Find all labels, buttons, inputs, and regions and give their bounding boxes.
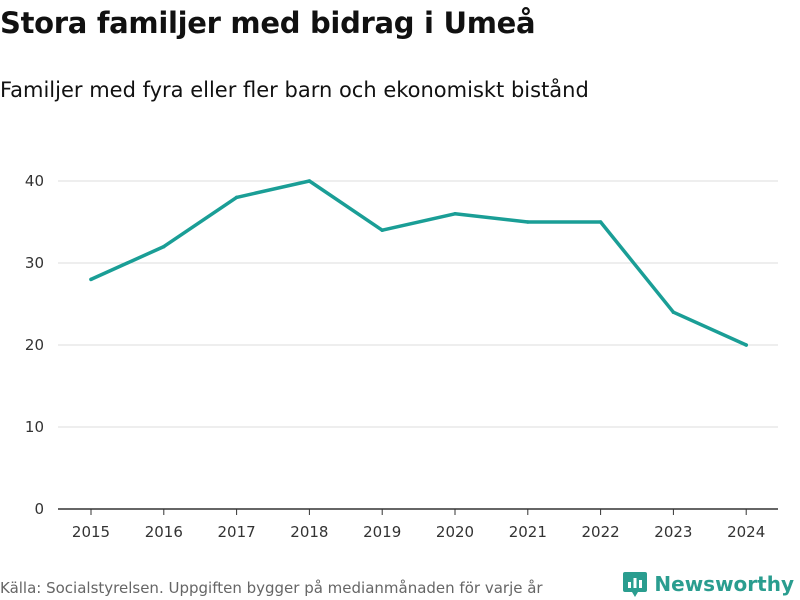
series-layer: [89, 179, 748, 347]
data-point-2015: [89, 277, 93, 282]
x-axis-ticks: 2015 2016 2017 2018 2019 2020 2021 2022 2023 2024: [72, 509, 765, 541]
data-point-2019: [380, 228, 384, 232]
data-point-2020: [453, 212, 457, 216]
x-tick-label-2018: 2018: [290, 523, 328, 541]
x-tick-label-2016: 2016: [145, 523, 183, 541]
x-tick-label-2015: 2015: [72, 523, 110, 541]
data-point-2024: [744, 343, 748, 347]
x-tick-label-2019: 2019: [363, 523, 401, 541]
newsworthy-logo-icon: [623, 572, 648, 597]
y-tick-label-30: 30: [25, 254, 44, 272]
y-tick-label-20: 20: [25, 336, 44, 354]
y-axis-ticks: 0 10 20 30 40: [25, 172, 44, 518]
y-tick-label-40: 40: [25, 172, 44, 190]
x-tick-label-2020: 2020: [436, 523, 474, 541]
data-point-2023: [671, 310, 676, 314]
x-tick-label-2023: 2023: [654, 523, 692, 541]
x-tick-label-2022: 2022: [582, 523, 620, 541]
y-tick-label-0: 0: [34, 500, 44, 518]
chart-title: Stora familjer med bidrag i Umeå: [0, 6, 536, 40]
data-point-2021: [526, 220, 530, 224]
brand-logo[interactable]: Newsworthy: [622, 570, 794, 598]
data-point-2017: [234, 195, 239, 200]
data-point-2016: [162, 244, 166, 249]
data-point-2022: [598, 220, 603, 224]
series-line-0: [89, 179, 748, 347]
chart-subtitle: Familjer med fyra eller fler barn och ek…: [0, 78, 589, 102]
data-point-2018: [307, 179, 312, 183]
brand-name: Newsworthy: [654, 572, 794, 596]
x-tick-label-2024: 2024: [727, 523, 765, 541]
x-tick-label-2021: 2021: [509, 523, 547, 541]
grid-lines: [58, 180, 778, 428]
source-note: Källa: Socialstyrelsen. Uppgiften bygger…: [0, 579, 543, 597]
x-tick-label-2017: 2017: [218, 523, 256, 541]
y-tick-label-10: 10: [25, 418, 44, 436]
